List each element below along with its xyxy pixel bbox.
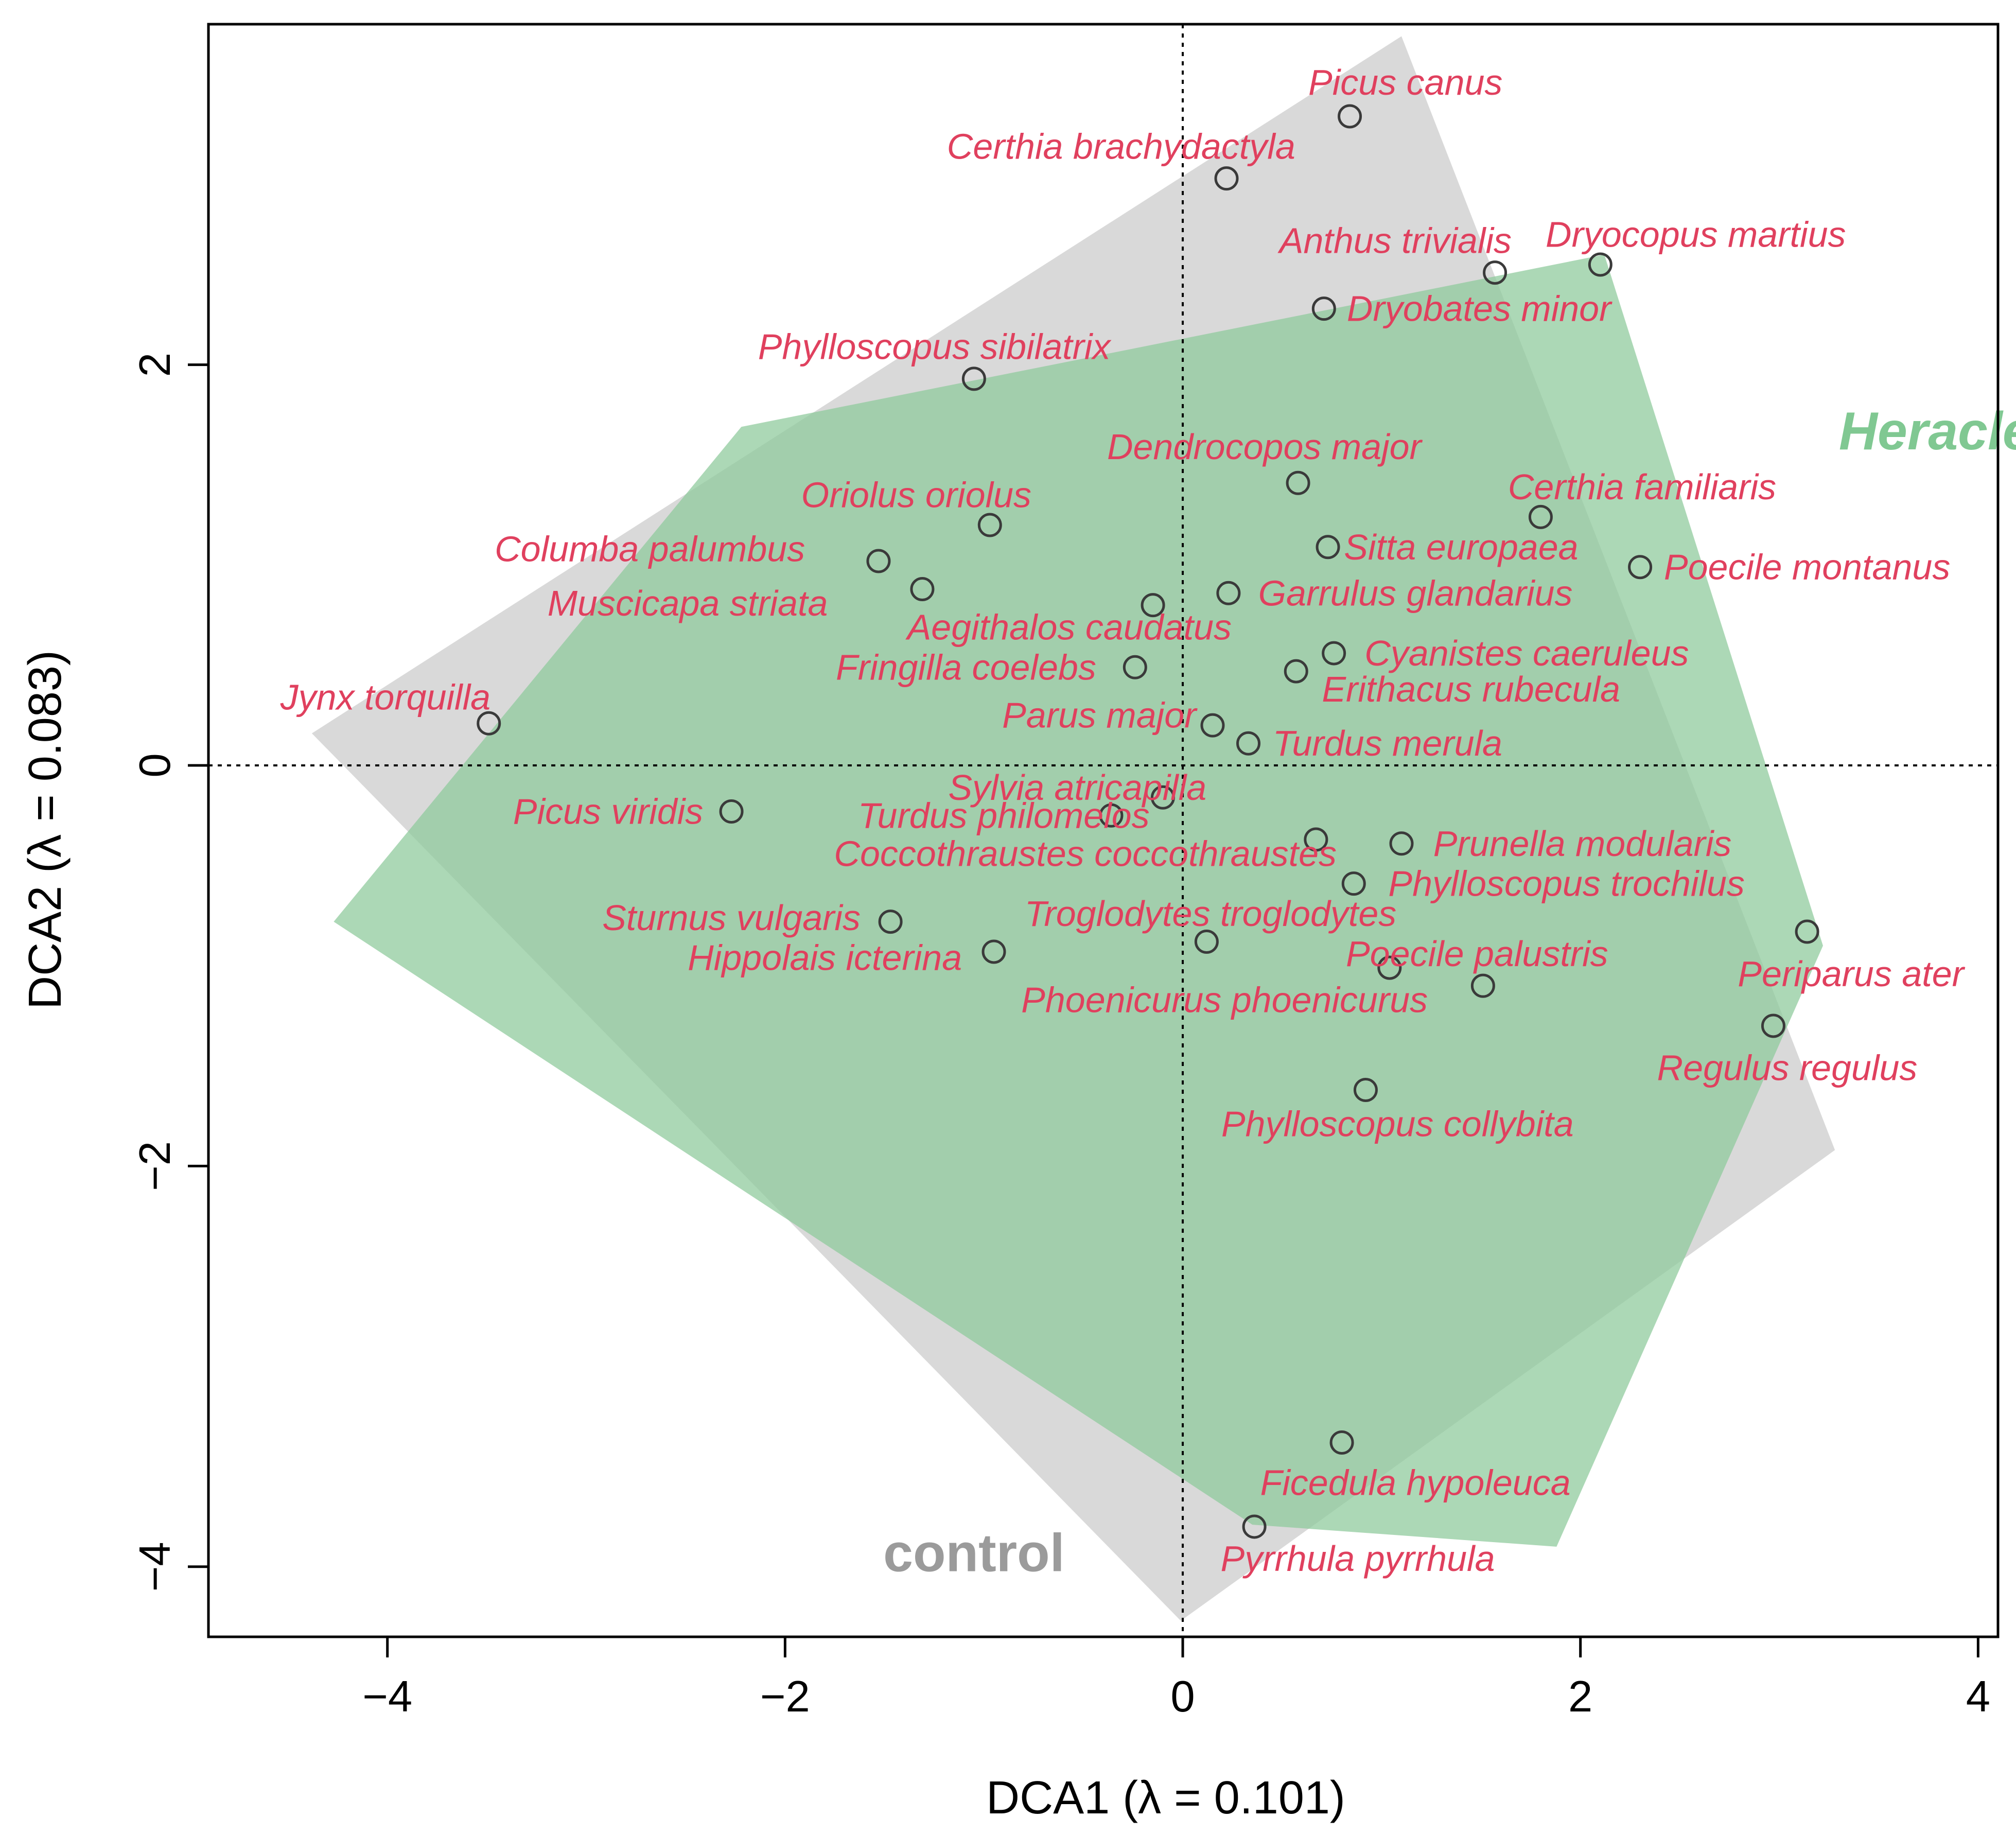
label-jynx-torquilla: Jynx torquilla (280, 677, 491, 718)
x-tick-label: 4 (1966, 1672, 1990, 1721)
point-certhia-familiaris (1528, 504, 1553, 529)
x-tick-label: 2 (1568, 1672, 1592, 1721)
y-tick-label: −4 (131, 1542, 180, 1592)
x-axis-title: DCA1 (λ = 0.101) (986, 1772, 1345, 1824)
point-prunella-modularis (1389, 831, 1414, 856)
point-muscicapa-striata (910, 577, 935, 602)
y-tick-label: −2 (131, 1141, 180, 1191)
point-pyrrhula-pyrrhula (1242, 1514, 1267, 1539)
label-certhia-familiaris: Certhia familiaris (1508, 467, 1776, 507)
label-certhia-brachydactyla: Certhia brachydactyla (947, 126, 1295, 166)
point-poecile-palustris (1377, 955, 1402, 980)
point-aegithalos-caudatus (1141, 593, 1165, 618)
label-coccothraustes-coccothraustes: Coccothraustes coccothraustes (834, 833, 1337, 873)
hull-heracleum (334, 254, 1824, 1547)
label-picus-canus: Picus canus (1308, 62, 1502, 102)
label-poecile-montanus: Poecile montanus (1664, 547, 1950, 587)
point-sitta-europaea (1316, 535, 1340, 560)
label-cyanistes-caeruleus: Cyanistes caeruleus (1364, 633, 1689, 673)
point-columba-palumbus (866, 549, 891, 573)
label-turdus-philomelos: Turdus philomelos (858, 795, 1150, 835)
point-phoenicurus-phoenicurus (1470, 973, 1495, 998)
point-jynx-torquilla (477, 711, 501, 736)
y-tick-label: 0 (131, 753, 180, 777)
point-troglodytes-troglodytes (1194, 930, 1219, 954)
label-dendrocopos-major: Dendrocopos major (1107, 427, 1423, 467)
point-picus-viridis (719, 799, 744, 824)
x-tick-label: 0 (1170, 1672, 1195, 1721)
species-points (477, 104, 1819, 1539)
label-muscicapa-striata: Muscicapa striata (548, 583, 828, 623)
label-erithacus-rubecula: Erithacus rubecula (1322, 669, 1620, 709)
plot-frame (207, 23, 2000, 1638)
point-dryocopus-martius (1588, 252, 1612, 277)
label-dryocopus-martius: Dryocopus martius (1546, 215, 1846, 255)
y-axis: −4 −2 0 2 (131, 353, 208, 1592)
label-regulus-regulus: Regulus regulus (1657, 1048, 1918, 1088)
label-columba-palumbus: Columba palumbus (495, 529, 805, 569)
label-dryobates-minor: Dryobates minor (1347, 289, 1612, 329)
point-oriolus-oriolus (977, 513, 1002, 537)
label-prunella-modularis: Prunella modularis (1433, 824, 1732, 864)
reference-lines (208, 24, 1998, 1637)
label-turdus-merula: Turdus merula (1273, 723, 1502, 763)
point-garrulus-glandarius (1216, 581, 1241, 605)
label-hippolais-icterina: Hippolais icterina (688, 938, 962, 978)
label-periparus-ater: Periparus ater (1738, 954, 1965, 994)
label-picus-viridis: Picus viridis (513, 792, 704, 832)
point-sturnus-vulgaris (878, 910, 903, 934)
y-tick-label: 2 (131, 353, 180, 377)
label-sitta-europaea: Sitta europaea (1344, 527, 1578, 567)
point-coccothraustes-coccothraustes (1304, 827, 1328, 852)
group-label-control: control (883, 1524, 1064, 1583)
label-ficedula-hypoleuca: Ficedula hypoleuca (1260, 1462, 1570, 1502)
point-phylloscopus-sibilatrix (961, 366, 986, 391)
label-oriolus-oriolus: Oriolus oriolus (801, 475, 1031, 515)
point-dryobates-minor (1311, 296, 1336, 321)
label-phoenicurus-phoenicurus: Phoenicurus phoenicurus (1021, 980, 1428, 1020)
x-tick-label: −2 (760, 1672, 810, 1721)
point-parus-major (1200, 713, 1225, 738)
label-phylloscopus-collybita: Phylloscopus collybita (1221, 1104, 1574, 1144)
point-sylvia-atricapilla (1150, 785, 1175, 810)
label-sylvia-atricapilla: Sylvia atricapilla (948, 767, 1206, 808)
label-sturnus-vulgaris: Sturnus vulgaris (602, 898, 861, 938)
label-fringilla-coelebs: Fringilla coelebs (836, 647, 1096, 687)
label-poecile-palustris: Poecile palustris (1346, 934, 1608, 974)
point-poecile-montanus (1628, 555, 1653, 580)
x-tick-label: −4 (362, 1672, 412, 1721)
species-labels: Picus canus Certhia brachydactyla Anthus t… (280, 62, 1966, 1579)
point-cyanistes-caeruleus (1322, 641, 1346, 666)
point-hippolais-icterina (981, 939, 1006, 964)
point-regulus-regulus (1761, 1013, 1785, 1038)
x-axis: −4 −2 0 2 4 (362, 1637, 1990, 1721)
point-erithacus-rubecula (1284, 659, 1308, 684)
label-garrulus-glandarius: Garrulus glandarius (1258, 573, 1573, 613)
point-turdus-philomelos (1099, 803, 1124, 828)
label-aegithalos-caudatus: Aegithalos caudatus (905, 607, 1232, 647)
label-anthus-trivialis: Anthus trivialis (1277, 220, 1512, 260)
point-dendrocopos-major (1286, 470, 1310, 495)
y-axis-title: DCA2 (λ = 0.083) (20, 650, 71, 1009)
label-troglodytes-troglodytes: Troglodytes troglodytes (1025, 894, 1396, 934)
point-periparus-ater (1795, 919, 1819, 944)
point-phylloscopus-collybita (1353, 1078, 1378, 1103)
point-certhia-brachydactyla (1214, 166, 1239, 191)
label-phylloscopus-trochilus: Phylloscopus trochilus (1388, 864, 1745, 904)
point-turdus-merula (1236, 731, 1261, 756)
point-phylloscopus-trochilus (1341, 871, 1366, 896)
group-labels: control Heracleum (883, 401, 2016, 1583)
point-anthus-trivialis (1483, 260, 1507, 285)
group-hulls (311, 36, 1835, 1621)
point-fringilla-coelebs (1123, 655, 1147, 679)
point-ficedula-hypoleuca (1329, 1430, 1354, 1455)
label-pyrrhula-pyrrhula: Pyrrhula pyrrhula (1221, 1539, 1495, 1579)
label-parus-major: Parus major (1002, 695, 1198, 736)
group-label-heracleum: Heracleum (1839, 401, 2016, 461)
label-phylloscopus-sibilatrix: Phylloscopus sibilatrix (758, 327, 1112, 367)
point-picus-canus (1338, 104, 1362, 129)
